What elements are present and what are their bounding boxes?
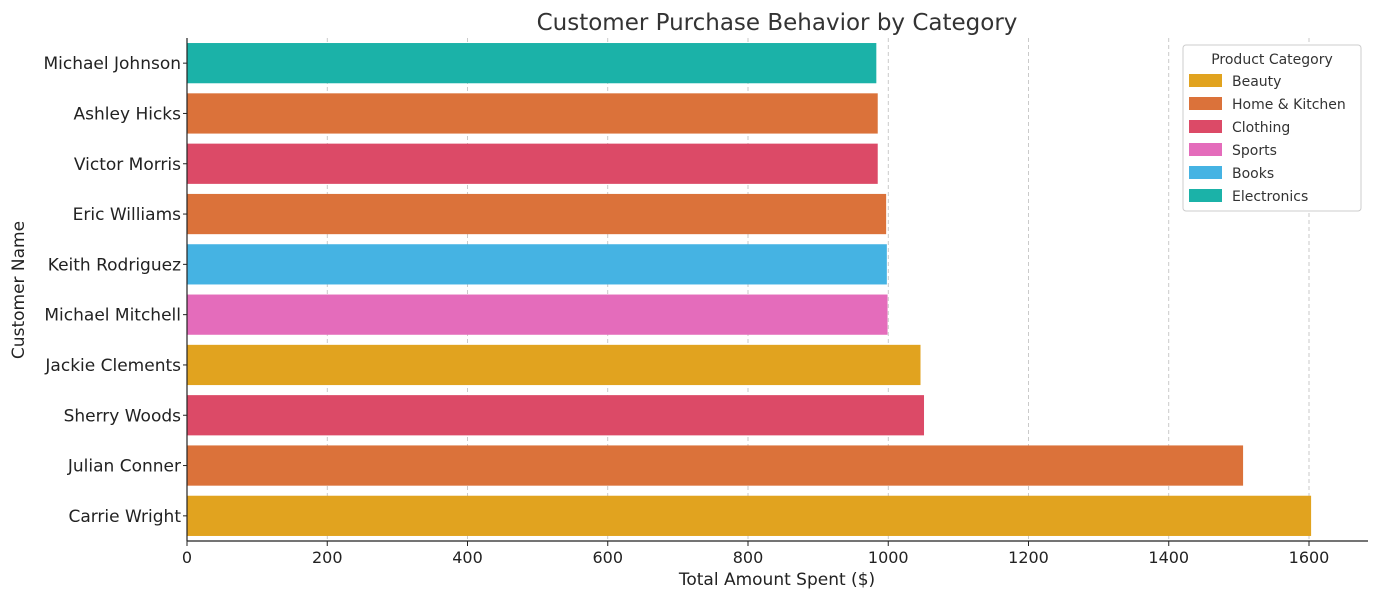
y-tick-label: Michael Johnson — [43, 54, 181, 74]
chart-title: Customer Purchase Behavior by Category — [537, 10, 1018, 36]
legend-swatch-electronics — [1189, 189, 1222, 202]
y-tick-label: Victor Morris — [74, 155, 181, 175]
legend-items: Beauty Home & Kitchen Clothing Sports Books E… — [1189, 74, 1346, 205]
y-tick-label: Ashley Hicks — [74, 104, 182, 124]
x-tick-label: 400 — [452, 548, 483, 567]
x-tick-label: 200 — [312, 548, 343, 567]
x-tick-label: 1600 — [1289, 548, 1330, 567]
y-axis-title: Customer Name — [9, 221, 29, 359]
legend-label: Home & Kitchen — [1232, 97, 1346, 113]
bar-jackie-clements — [187, 344, 921, 386]
y-tick-label: Julian Conner — [67, 457, 181, 477]
x-tick-label: 1000 — [868, 548, 909, 567]
legend-label: Clothing — [1232, 120, 1290, 136]
x-tick-label: 1200 — [1008, 548, 1049, 567]
legend-swatch-books — [1189, 166, 1222, 179]
bar-victor-morris — [187, 143, 878, 184]
legend-swatch-home-kitchen — [1189, 97, 1222, 110]
x-tick-label: 600 — [592, 548, 623, 567]
bar-ashley-hicks — [187, 93, 878, 134]
legend-box — [1182, 44, 1362, 212]
legend-swatch-sports — [1189, 143, 1222, 156]
legend-label: Electronics — [1232, 189, 1308, 205]
y-tick-label: Michael Mitchell — [44, 306, 181, 326]
x-tick-label: 800 — [733, 548, 764, 567]
x-tick-label: 1400 — [1148, 548, 1189, 567]
bar-keith-rodriguez — [187, 244, 887, 285]
x-tick-label: 0 — [182, 548, 192, 567]
legend-swatch-clothing — [1189, 120, 1222, 133]
legend: Product Category Beauty Home & Kitchen Clo… — [1182, 44, 1362, 212]
legend-label: Sports — [1232, 143, 1277, 159]
bars — [187, 43, 1312, 536]
axes — [183, 38, 1368, 546]
labels: Michael Johnson Ashley Hicks Victor Morris… — [43, 54, 1329, 567]
bar-eric-williams — [187, 193, 887, 235]
bar-carrie-wright — [187, 495, 1312, 536]
y-tick-label: Eric Williams — [73, 205, 182, 225]
y-tick-label: Keith Rodriguez — [48, 255, 181, 275]
bar-michael-johnson — [187, 43, 877, 84]
y-tick-label: Jackie Clements — [44, 356, 181, 376]
x-axis-title: Total Amount Spent ($) — [678, 570, 875, 590]
legend-swatch-beauty — [1189, 74, 1222, 87]
bar-julian-conner — [187, 445, 1244, 486]
bar-sherry-woods — [187, 395, 925, 436]
legend-label: Books — [1232, 166, 1274, 182]
legend-label: Beauty — [1232, 74, 1281, 90]
bar-michael-mitchell — [187, 294, 888, 335]
y-tick-label: Carrie Wright — [68, 507, 181, 527]
y-tick-label: Sherry Woods — [64, 406, 182, 426]
legend-title: Product Category — [1211, 52, 1333, 68]
